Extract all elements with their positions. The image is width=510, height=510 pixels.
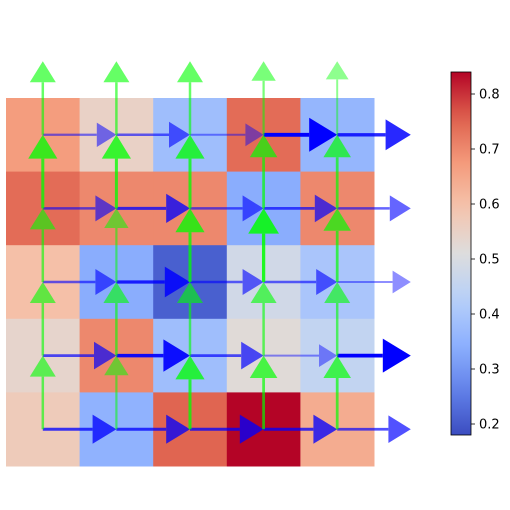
- green-arrow-r3-c4: [324, 282, 351, 356]
- colorbar-tick-label-2: 0.4: [479, 308, 500, 323]
- green-arrow-r1-c0: [28, 134, 58, 209]
- green-arrow-r3-c3: [250, 282, 277, 356]
- blue-arrow-r4-c3: [263, 414, 338, 444]
- colorbar-tick-label-0: 0.2: [479, 418, 500, 433]
- green-arrow-r3-c1: [103, 282, 130, 356]
- green-arrows: [28, 61, 351, 430]
- green-arrow-r1-c3: [249, 134, 278, 209]
- blue-arrow-r2-c2: [190, 269, 264, 295]
- blue-arrow-r0-c0: [42, 122, 117, 147]
- blue-arrow-r1-c0: [42, 195, 117, 222]
- colorbar-ticks: 0.2 0.3 0.4 0.5 0.6 0.7 0.8: [471, 88, 500, 433]
- colorbar-tick-label-6: 0.8: [479, 88, 500, 103]
- blue-arrow-r3-c2: [190, 341, 264, 370]
- blue-arrow-r1-c4: [337, 195, 411, 222]
- colorbar: 0.2 0.3 0.4 0.5 0.6 0.7 0.8: [450, 71, 500, 436]
- colorbar-gradient: [450, 71, 472, 436]
- blue-arrow-r4-c1: [116, 414, 190, 444]
- green-arrow-r2-c4: [323, 208, 351, 282]
- blue-arrow-r2-c0: [42, 269, 117, 295]
- green-arrow-r0-c3: [251, 61, 276, 135]
- colorbar-tick-label-4: 0.6: [479, 198, 500, 213]
- blue-arrow-r4-c0: [42, 414, 117, 444]
- colorbar-tick-label-3: 0.5: [479, 253, 500, 268]
- colorbar-tick-label-5: 0.7: [479, 143, 500, 158]
- blue-arrow-r1-c1: [116, 193, 190, 223]
- blue-arrow-r0-c3: [263, 117, 338, 152]
- blue-arrow-r2-c4: [337, 270, 411, 294]
- blue-arrow-r1-c3: [263, 194, 338, 223]
- green-arrow-r0-c0: [29, 61, 56, 135]
- green-arrow-r4-c4: [323, 355, 351, 430]
- green-arrow-r2-c1: [104, 208, 129, 282]
- blue-arrow-r2-c1: [116, 266, 190, 298]
- blue-arrow-r3-c3: [263, 344, 338, 367]
- green-arrow-r3-c0: [29, 282, 56, 356]
- blue-arrow-r2-c3: [263, 269, 338, 295]
- blue-arrow-r0-c1: [116, 121, 190, 148]
- blue-arrow-r3-c1: [116, 339, 190, 372]
- green-arrow-r4-c1: [104, 355, 129, 430]
- green-arrow-r2-c3: [248, 208, 279, 282]
- green-arrow-r3-c2: [177, 282, 203, 356]
- green-arrow-r0-c2: [177, 61, 203, 135]
- blue-arrow-r0-c2: [190, 123, 264, 147]
- green-arrow-r4-c2: [175, 355, 205, 430]
- green-arrow-r1-c4: [323, 134, 351, 209]
- blue-arrow-r1-c2: [190, 195, 264, 222]
- blue-arrow-r3-c0: [42, 341, 117, 370]
- green-arrow-r4-c0: [29, 355, 56, 430]
- green-arrow-r4-c3: [249, 355, 278, 430]
- green-arrow-r1-c2: [175, 134, 205, 209]
- green-arrow-r0-c4: [325, 61, 349, 135]
- blue-arrow-r4-c4: [337, 415, 411, 443]
- blue-arrow-r3-c4: [337, 338, 411, 373]
- blue-arrows: [42, 117, 411, 444]
- green-arrow-r2-c0: [29, 208, 56, 282]
- green-arrow-r1-c1: [101, 134, 131, 209]
- blue-arrow-r4-c2: [190, 414, 264, 444]
- green-arrow-r2-c2: [175, 208, 205, 282]
- colorbar-tick-label-1: 0.3: [479, 363, 500, 378]
- blue-arrow-r0-c4: [337, 119, 411, 151]
- green-arrow-r0-c1: [103, 61, 130, 135]
